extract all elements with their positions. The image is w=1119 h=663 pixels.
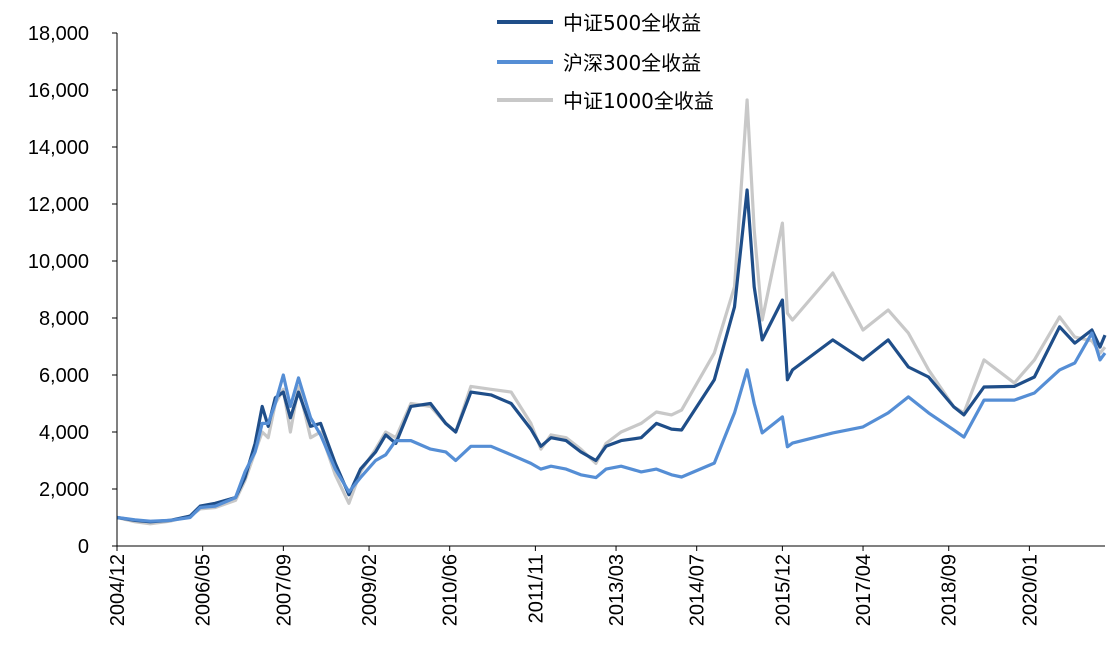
x-tick-label: 2006/05 (193, 554, 215, 626)
x-tick-label: 2015/12 (772, 554, 794, 626)
series-line-2 (116, 331, 1107, 523)
y-tick-label: 8,000 (39, 308, 89, 330)
series-line-0 (116, 98, 1107, 526)
x-tick-label: 2013/03 (606, 554, 628, 626)
axes: 0 2,000 4,000 6,000 8,000 10,000 12,000 14,000 1… (28, 23, 1105, 626)
x-tick-label: 2011/11 (525, 554, 547, 623)
y-tick-label: 4,000 (39, 422, 89, 444)
x-tick-label: 2009/02 (359, 554, 381, 626)
y-tick-label: 16,000 (28, 80, 89, 102)
series-layer (116, 98, 1107, 526)
y-tick-label: 14,000 (28, 137, 89, 159)
series-line-1 (116, 188, 1107, 524)
y-tick-label: 18,000 (28, 23, 89, 45)
legend-label-1: 中证500全收益 (563, 11, 701, 35)
x-tick-label: 2018/09 (939, 554, 961, 626)
y-tick-label: 6,000 (39, 365, 89, 387)
x-tick-label: 2014/07 (687, 554, 709, 626)
legend-label-0: 中证1000全收益 (563, 89, 714, 113)
x-tick-label: 2010/06 (440, 554, 462, 626)
x-tick-label: 2020/01 (1019, 554, 1041, 626)
legend-label-2: 沪深300全收益 (563, 51, 701, 75)
y-tick-label: 2,000 (39, 479, 89, 501)
y-tick-label: 12,000 (28, 194, 89, 216)
y-tick-label: 0 (78, 536, 89, 558)
x-tick-label: 2004/12 (107, 554, 129, 626)
y-tick-label: 10,000 (28, 251, 89, 273)
x-tick-label: 2017/04 (853, 554, 875, 626)
x-tick-label: 2007/09 (273, 554, 295, 626)
